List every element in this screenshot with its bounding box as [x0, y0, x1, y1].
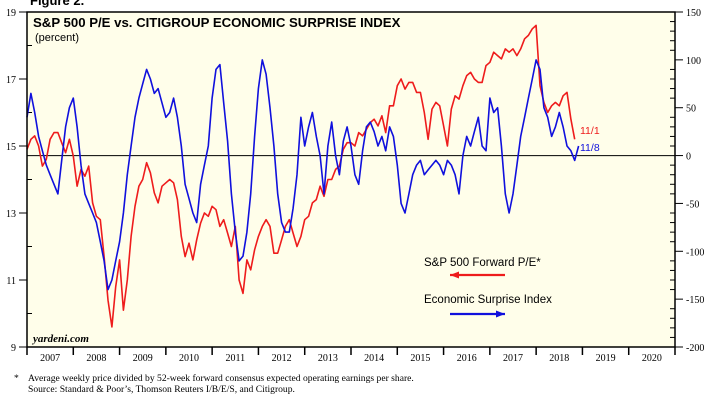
figure-label: Figure 2.	[30, 0, 85, 8]
left-tick-label: 11	[6, 276, 16, 287]
legend: S&P 500 Forward P/E* Economic Surprise I…	[424, 257, 552, 318]
footnote-star: *	[14, 373, 19, 384]
legend-arrow-head	[496, 310, 505, 318]
x-tick-label: 2015	[410, 353, 430, 364]
left-tick-label: 15	[6, 142, 16, 153]
end-label-pe: 11/1	[580, 125, 600, 137]
left-tick-label: 9	[11, 343, 16, 354]
left-tick-label: 19	[6, 8, 16, 19]
right-tick-label: 150	[686, 8, 701, 19]
x-tick-label: 2007	[40, 353, 60, 364]
right-tick-label: 100	[686, 56, 701, 67]
right-tick-label: 50	[686, 104, 696, 115]
x-tick-label: 2010	[179, 353, 199, 364]
x-tick-label: 2014	[364, 353, 384, 364]
legend-arrow-right-icon	[450, 310, 505, 318]
chart-title: S&P 500 P/E vs. CITIGROUP ECONOMIC SURPR…	[33, 15, 401, 30]
right-axis-labels: -200 -150 -100 -50 0 50 100 150	[686, 8, 704, 354]
x-tick-label: 2013	[318, 353, 338, 364]
x-axis-labels: 2007 2008 2009 2010 2011 2012 2013 2014 2015 2016…	[40, 353, 662, 364]
plot-frame	[26, 11, 676, 348]
right-tick-label: -100	[686, 247, 704, 258]
x-tick-label: 2011	[225, 353, 245, 364]
series-layer	[26, 24, 580, 328]
x-tick-label: 2017	[503, 353, 523, 364]
footnote-definition: Average weekly price divided by 52-week …	[28, 373, 414, 384]
right-tick-label: -50	[686, 199, 699, 210]
right-tick-label: 0	[686, 152, 691, 163]
legend-arrow-left-icon	[450, 271, 505, 279]
left-tick-label: 13	[6, 209, 16, 220]
watermark-yardeni: yardeni.com	[31, 333, 89, 345]
x-tick-label: 2012	[272, 353, 292, 364]
x-tick-label: 2016	[457, 353, 477, 364]
left-tick-label: 17	[6, 75, 16, 86]
legend-label-pe: S&P 500 Forward P/E*	[424, 257, 541, 269]
x-tick-label: 2008	[86, 353, 106, 364]
legend-label-esi: Economic Surprise Index	[424, 294, 552, 306]
plot-background	[27, 12, 675, 347]
end-label-esi: 11/8	[580, 142, 600, 154]
right-tick-label: -200	[686, 343, 704, 354]
x-tick-label: 2020	[642, 353, 662, 364]
series-line-esi	[26, 59, 580, 291]
x-tick-label: 2018	[549, 353, 569, 364]
legend-arrow-head	[450, 271, 459, 279]
footnote-source: Source: Standard & Poor’s, Thomson Reute…	[28, 384, 295, 395]
left-axis-labels: 9 11 13 15 17 19	[6, 8, 16, 354]
x-tick-label: 2009	[133, 353, 153, 364]
axis-ticks	[19, 11, 683, 355]
footnote: * Average weekly price divided by 52-week…	[14, 373, 414, 395]
right-tick-label: -150	[686, 295, 704, 306]
x-tick-label: 2019	[596, 353, 616, 364]
chart-subtitle: (percent)	[35, 32, 79, 44]
